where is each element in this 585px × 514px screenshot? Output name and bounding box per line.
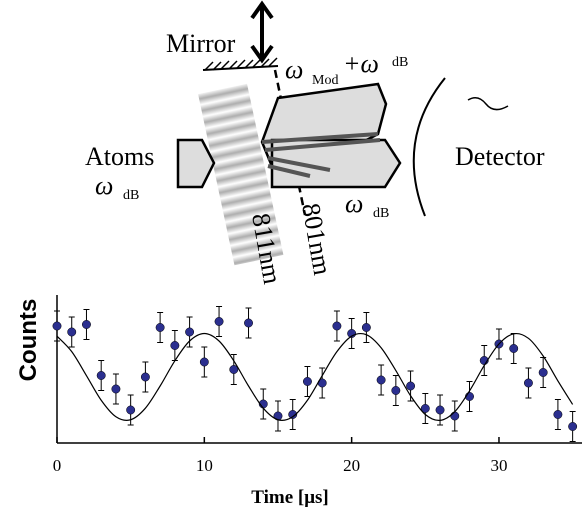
data-point [126,405,136,415]
data-point [170,341,180,350]
data-point [214,317,224,326]
data-point [244,318,253,328]
standing-wave [198,83,284,266]
x-tick-label: 30 [490,456,507,475]
data-point [96,371,106,380]
data-point [199,357,209,367]
data-point [509,344,519,353]
x-tick-label: 20 [343,456,360,475]
freq-sub: dB [123,188,139,203]
diagram: Mirror Atoms ω dB ω Mod +ω dB ω dB Detec… [85,0,545,286]
data-point [303,377,312,386]
data-point [450,411,460,421]
data-point [553,410,563,419]
freq-symbol: ω [345,189,363,218]
data-point [82,320,91,329]
data-point [538,368,548,377]
detector-arc [412,77,446,217]
data-point [332,321,342,331]
data-point [140,372,150,382]
data-point [185,327,195,337]
data-point [361,323,371,332]
data-point [229,365,239,374]
mirror-arrow [250,0,274,64]
data-point [523,378,533,388]
detector-wire [467,97,509,111]
x-tick-label: 10 [196,456,213,475]
freq-symbol: ω [285,55,303,84]
data-point [406,381,416,391]
detector-label: Detector [455,142,545,171]
data-point [391,386,401,395]
y-axis-label: Counts [15,299,42,382]
data-point [568,422,578,431]
data-point [155,323,165,332]
atoms-label: Atoms [85,142,154,171]
mirror [202,65,279,71]
freq-plus: +ω [343,49,379,78]
plot: Time [μs] Counts 0 10 20 30 [15,295,582,508]
freq-sub: dB [392,55,408,70]
atoms-beam [176,138,216,189]
mirror-hatch [204,57,278,71]
mirror-label: Mirror [166,29,236,58]
laser-label: 811nm [246,211,287,286]
freq-sub: Mod [312,73,338,88]
freq-sub: dB [373,206,389,221]
fit-line [56,332,574,422]
data-point [111,384,121,394]
data-point [435,405,445,415]
freq-symbol: ω [95,171,113,200]
data-point [376,375,386,385]
data-point [67,327,77,337]
data-point [420,404,430,413]
x-axis-label: Time [μs] [251,487,328,508]
x-tick-label: 0 [53,456,62,475]
beam-rays [261,132,381,178]
dashed-line [273,69,307,216]
laser-label: 801nm [296,201,337,277]
data-point [52,321,62,331]
data-point [288,410,298,419]
